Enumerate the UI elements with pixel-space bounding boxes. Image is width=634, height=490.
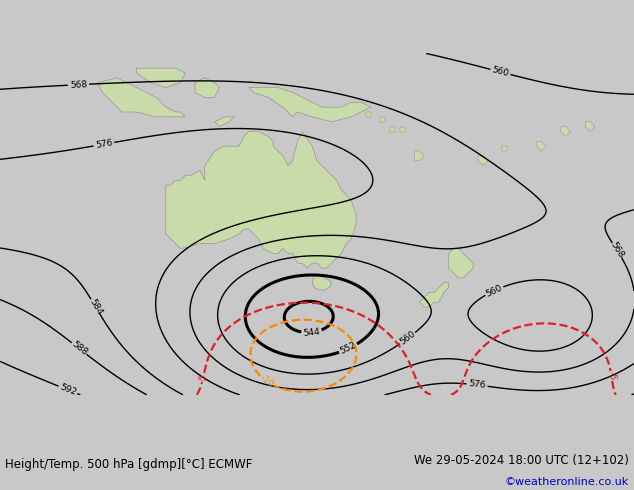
Polygon shape [502, 146, 507, 151]
Polygon shape [420, 283, 449, 307]
Text: 544: 544 [303, 327, 321, 338]
Polygon shape [415, 151, 424, 161]
Polygon shape [312, 275, 332, 290]
Text: We 29-05-2024 18:00 UTC (12+102): We 29-05-2024 18:00 UTC (12+102) [414, 454, 629, 467]
Text: 560: 560 [484, 283, 504, 298]
Polygon shape [449, 248, 473, 278]
Text: 584: 584 [87, 297, 104, 316]
Text: 560: 560 [398, 329, 417, 347]
Polygon shape [98, 78, 185, 117]
Text: ©weatheronline.co.uk: ©weatheronline.co.uk [505, 477, 629, 487]
Polygon shape [380, 117, 385, 122]
Polygon shape [249, 88, 371, 122]
Text: -5: -5 [606, 371, 617, 381]
Text: 592: 592 [58, 383, 77, 397]
Text: 560: 560 [491, 66, 510, 78]
Text: 576: 576 [94, 138, 113, 150]
Polygon shape [390, 126, 395, 131]
Polygon shape [195, 78, 219, 98]
Text: 576: 576 [468, 380, 486, 391]
Text: Height/Temp. 500 hPa [gdmp][°C] ECMWF: Height/Temp. 500 hPa [gdmp][°C] ECMWF [5, 458, 252, 471]
Polygon shape [366, 112, 371, 117]
Polygon shape [478, 156, 488, 166]
Text: -10: -10 [258, 373, 275, 389]
Text: 552: 552 [339, 341, 358, 356]
Text: 588: 588 [70, 340, 89, 357]
Polygon shape [166, 131, 356, 268]
Polygon shape [214, 117, 234, 126]
Polygon shape [536, 141, 547, 151]
Text: 568: 568 [609, 241, 626, 260]
Polygon shape [400, 126, 404, 131]
Polygon shape [585, 122, 595, 131]
Text: -5: -5 [198, 372, 209, 383]
Polygon shape [561, 126, 571, 136]
Text: 568: 568 [70, 80, 87, 90]
Polygon shape [136, 68, 185, 88]
